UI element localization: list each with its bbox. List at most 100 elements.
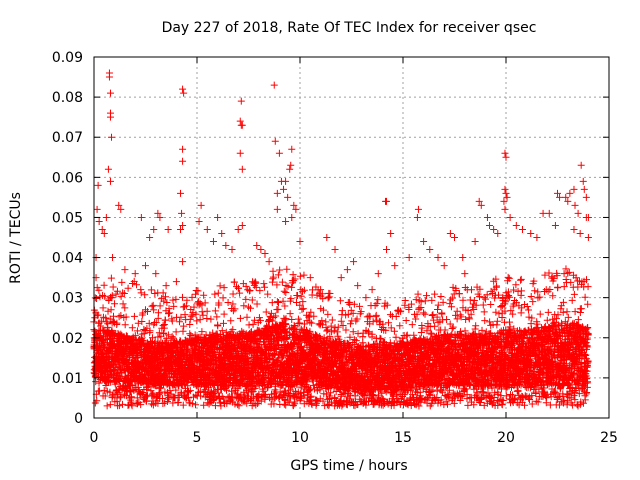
data-point	[101, 392, 109, 400]
data-point	[316, 320, 324, 328]
data-point	[201, 299, 209, 307]
data-point	[168, 333, 176, 341]
data-point	[161, 316, 169, 324]
data-point	[107, 274, 115, 282]
data-point	[179, 401, 187, 409]
data-point	[229, 290, 237, 298]
data-point	[156, 366, 164, 374]
data-point	[216, 282, 224, 290]
data-point	[274, 305, 282, 313]
data-point	[203, 307, 211, 315]
data-point	[283, 265, 291, 273]
data-point	[172, 295, 180, 303]
data-point	[94, 311, 102, 319]
data-point	[392, 333, 400, 341]
data-point	[279, 297, 287, 305]
data-point	[186, 330, 194, 338]
data-point	[103, 402, 111, 410]
data-point	[122, 313, 130, 321]
data-point	[187, 332, 195, 340]
data-point	[328, 316, 336, 324]
data-point	[117, 312, 125, 320]
data-point	[196, 342, 204, 350]
data-point	[124, 284, 132, 292]
data-point	[192, 310, 200, 318]
data-point	[145, 319, 153, 327]
data-point	[289, 271, 297, 279]
data-point	[203, 314, 211, 322]
data-point	[100, 386, 108, 394]
data-point	[390, 327, 398, 335]
data-point	[220, 310, 228, 318]
data-point	[291, 400, 299, 408]
data-point	[349, 328, 357, 336]
data-point	[177, 313, 185, 321]
data-point	[162, 293, 170, 301]
data-point	[386, 311, 394, 319]
data-point	[168, 317, 176, 325]
data-point	[249, 320, 257, 328]
data-point	[154, 309, 162, 317]
data-point	[280, 287, 288, 295]
data-point	[137, 390, 145, 398]
data-point	[282, 289, 290, 297]
data-point	[183, 296, 191, 304]
data-point	[268, 299, 276, 307]
data-point	[95, 379, 103, 387]
data-point	[181, 362, 189, 370]
data-point	[133, 327, 141, 335]
data-point	[102, 382, 110, 390]
data-point	[148, 400, 156, 408]
data-point	[220, 284, 228, 292]
data-point	[172, 328, 180, 336]
data-point	[288, 315, 296, 323]
data-point	[146, 327, 154, 335]
data-point	[121, 321, 129, 329]
data-point	[323, 327, 331, 335]
data-point	[200, 401, 208, 409]
data-point	[337, 317, 345, 325]
data-point	[281, 302, 289, 310]
data-point	[163, 334, 171, 342]
data-points	[90, 69, 592, 410]
data-point	[179, 327, 187, 335]
data-point	[141, 291, 149, 299]
data-point	[130, 312, 138, 320]
data-point	[106, 401, 114, 409]
data-point	[284, 282, 292, 290]
data-point	[108, 292, 116, 300]
data-point	[186, 315, 194, 323]
data-point	[143, 397, 151, 405]
data-point	[211, 307, 219, 315]
data-point	[119, 400, 127, 408]
data-point	[95, 286, 103, 294]
data-point	[289, 402, 297, 410]
data-point	[242, 295, 250, 303]
data-point	[97, 317, 105, 325]
data-point	[160, 320, 168, 328]
data-point	[269, 275, 277, 283]
data-point	[151, 290, 159, 298]
data-point	[182, 302, 190, 310]
data-point	[199, 311, 207, 319]
data-point	[334, 323, 342, 331]
data-point	[299, 305, 307, 313]
data-point	[188, 293, 196, 301]
data-point	[152, 319, 160, 327]
data-point	[115, 313, 123, 321]
data-point	[365, 312, 373, 320]
data-point	[156, 302, 164, 310]
chart-title: Day 227 of 2018, Rate Of TEC Index for r…	[162, 20, 537, 36]
data-point	[104, 320, 112, 328]
data-point	[294, 315, 302, 323]
data-point	[189, 309, 197, 317]
data-point	[117, 365, 125, 373]
data-point	[325, 293, 333, 301]
data-point	[224, 298, 232, 306]
data-point	[193, 317, 201, 325]
data-point	[111, 300, 119, 308]
data-point	[118, 385, 126, 393]
data-point	[163, 299, 171, 307]
data-point	[170, 302, 178, 310]
data-point	[144, 383, 152, 391]
